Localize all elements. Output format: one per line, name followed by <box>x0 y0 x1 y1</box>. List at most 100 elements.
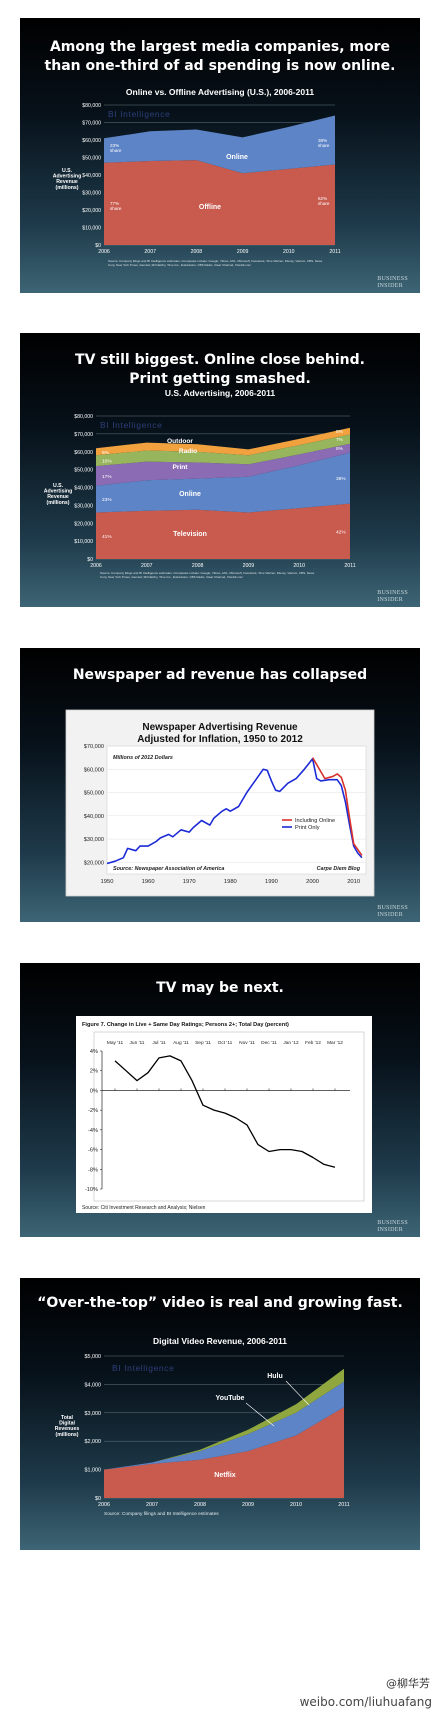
source-note: Corp, New York Times, Gannett, McClatchy… <box>100 575 244 579</box>
legend-label: Print Only <box>295 825 320 831</box>
slide-title: Newspaper ad revenue has collapsed <box>20 666 420 685</box>
y-tick-label: 0% <box>90 1088 98 1094</box>
legend-label: Including Online <box>295 818 335 824</box>
x-tick-label: 2010 <box>283 249 295 255</box>
y-tick-label: $3,000 <box>85 1411 102 1417</box>
y-tick-label: $1,000 <box>85 1468 102 1474</box>
slide-newspaper: Newspaper ad revenue has collapsed Newsp… <box>20 648 420 922</box>
y-tick-label: $80,000 <box>82 103 101 109</box>
chart-title: Newspaper Advertising Revenue <box>142 722 298 733</box>
y-tick-label: $20,000 <box>74 521 93 527</box>
series-label-youtube: YouTube <box>216 1395 245 1402</box>
y-tick-label: -4% <box>88 1128 98 1134</box>
y-tick-label: $0 <box>95 243 101 249</box>
title-line: Print getting smashed. <box>129 371 311 387</box>
area-netflix <box>104 1407 344 1498</box>
x-tick-label: 2008 <box>191 249 203 255</box>
y-axis-label: Total <box>61 1415 74 1421</box>
slide-title: Among the largest media companies, more … <box>20 38 420 76</box>
x-tick-label: 2000 <box>306 879 319 885</box>
data-label: 77% <box>110 201 119 206</box>
credit-note: Carpe Diem Blog <box>317 866 361 872</box>
data-label: 62% <box>318 196 327 201</box>
y-tick-label: $20,000 <box>84 860 104 866</box>
business-insider-logo: BUSINESS INSIDER <box>377 905 408 918</box>
x-tick-label: Jul '11 <box>152 1040 166 1046</box>
slide-video-revenue: “Over-the-top” video is real and growing… <box>20 1278 420 1550</box>
title-line: Among the largest media companies, more <box>49 39 391 55</box>
title-line: TV may be next. <box>156 980 284 996</box>
series-line-print-only <box>106 758 363 865</box>
x-tick-label: May '11 <box>107 1040 124 1046</box>
series-line-including-online <box>311 757 363 856</box>
x-tick-label: Jan '12 <box>283 1040 299 1046</box>
chart-subtitle: Millions of 2012 Dollars <box>113 755 173 761</box>
plot-frame <box>93 1031 365 1202</box>
data-label: 38% <box>336 476 346 482</box>
area-online <box>96 452 350 513</box>
x-tick-label: Nov '11 <box>239 1040 255 1046</box>
data-label: 17% <box>102 474 112 480</box>
online-vs-offline-chart: Online vs. Offline Advertising (U.S.), 2… <box>53 87 341 267</box>
title-line: than one-third of ad spending is now onl… <box>44 58 396 74</box>
series-label-online: Online <box>179 491 201 498</box>
data-label: 41% <box>102 534 112 540</box>
x-tick-label: Oct '11 <box>218 1040 233 1046</box>
source-note: Source: Company filings and BI Intellige… <box>108 259 323 263</box>
data-label: share <box>110 148 122 153</box>
y-tick-label: $30,000 <box>82 191 101 197</box>
plot-area <box>106 745 367 875</box>
title-line: TV still biggest. Online close behind. <box>75 352 365 368</box>
x-tick-label: Feb '12 <box>305 1040 321 1046</box>
x-tick-label: 2009 <box>237 249 249 255</box>
x-tick-label: 2011 <box>338 1502 350 1508</box>
data-label: 7% <box>336 437 344 443</box>
x-tick-label: 2009 <box>242 1502 254 1508</box>
y-axis-label: (millions) <box>55 185 78 191</box>
area-offline <box>104 160 335 245</box>
y-tick-label: $40,000 <box>84 814 104 820</box>
x-tick-label: 2006 <box>98 1502 110 1508</box>
series-label-offline: Offline <box>199 204 221 211</box>
business-insider-logo: BUSINESS INSIDER <box>377 276 408 289</box>
y-axis-label: Advertising <box>44 489 73 495</box>
y-tick-label: $40,000 <box>82 173 101 179</box>
y-axis-label: Revenue <box>56 179 78 185</box>
series-label-outdoor: Outdoor <box>167 438 193 445</box>
y-tick-label: $70,000 <box>84 744 104 750</box>
y-tick-label: $10,000 <box>82 226 101 232</box>
area-print <box>96 443 350 486</box>
title-line: Newspaper ad revenue has collapsed <box>72 667 368 683</box>
data-label: 42% <box>336 529 346 535</box>
x-tick-label: 1960 <box>142 879 155 885</box>
digital-video-chart: Digital Video Revenue, 2006-2011 $0 $1,000… <box>55 1336 350 1517</box>
us-advertising-chart: U.S. Advertising, 2006-2011 $0 $10,000 $20,… <box>44 388 356 579</box>
title-line: “Over-the-top” video is real and growing… <box>37 1295 403 1311</box>
y-axis-label: U.S. <box>62 168 73 174</box>
series-label-online: Online <box>226 154 248 161</box>
source-note: Source: Newspaper Association of America <box>113 866 224 872</box>
tv-ratings-chart: Figure 7. Change in Live + Same Day Rati… <box>76 1016 372 1213</box>
series-label-television: Television <box>173 531 207 538</box>
data-label: 5% <box>336 429 344 435</box>
y-axis-label: Advertising <box>53 174 82 180</box>
y-axis-label: U.S. <box>53 483 64 489</box>
slide-title: “Over-the-top” video is real and growing… <box>20 1294 420 1313</box>
x-tick-label: 2010 <box>293 563 305 569</box>
data-label: share <box>110 206 122 211</box>
series-label-radio: Radio <box>179 448 197 455</box>
x-tick-label: 2010 <box>347 879 360 885</box>
y-tick-label: $50,000 <box>82 156 101 162</box>
bi-intelligence-logo: BI Intelligence <box>112 1363 174 1373</box>
y-tick-label: $40,000 <box>74 486 93 492</box>
source-note: Source: Company filings and BI Intellige… <box>100 571 315 575</box>
x-tick-label: 2007 <box>146 1502 158 1508</box>
youtube-pointer <box>245 1402 275 1427</box>
x-tick-label: 2009 <box>243 563 255 569</box>
area-outdoor <box>96 427 350 456</box>
source-note: Source: Company filings and BI Intellige… <box>104 1511 219 1517</box>
x-tick-label: 2010 <box>290 1502 302 1508</box>
y-axis-label: (millions) <box>55 1432 78 1438</box>
weibo-handle: @柳华芳 <box>386 1677 430 1690</box>
